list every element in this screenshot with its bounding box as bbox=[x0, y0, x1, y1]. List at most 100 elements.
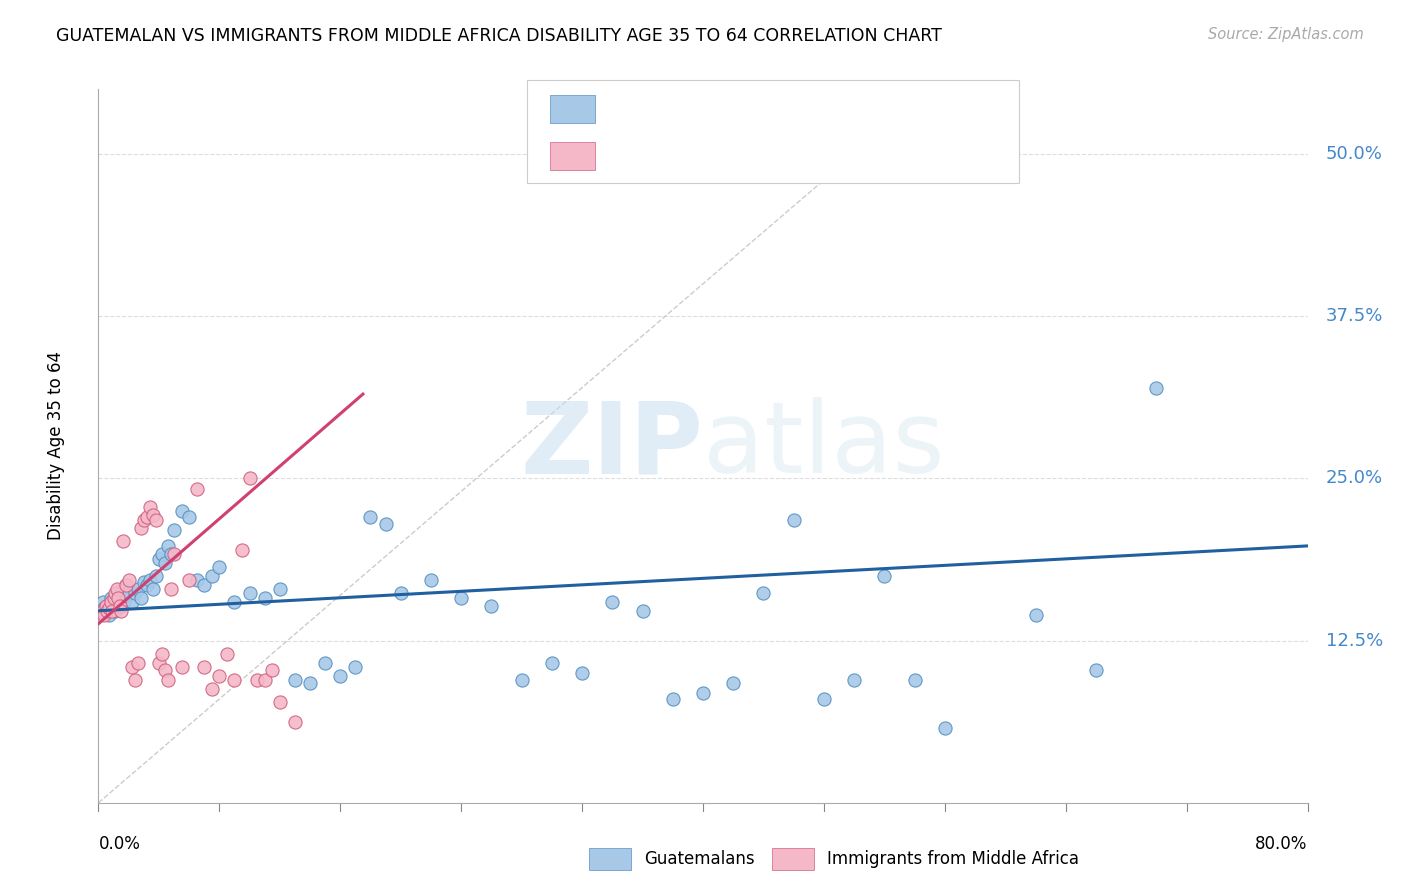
Point bbox=[904, 673, 927, 687]
Point bbox=[139, 573, 162, 587]
Point bbox=[163, 547, 186, 561]
Point bbox=[121, 595, 143, 609]
Text: Guatemalans: Guatemalans bbox=[644, 850, 755, 868]
Point bbox=[100, 591, 122, 605]
Point bbox=[284, 673, 307, 687]
Point bbox=[118, 573, 141, 587]
Text: GUATEMALAN VS IMMIGRANTS FROM MIDDLE AFRICA DISABILITY AGE 35 TO 64 CORRELATION : GUATEMALAN VS IMMIGRANTS FROM MIDDLE AFR… bbox=[56, 27, 942, 45]
Text: 50.0%: 50.0% bbox=[1326, 145, 1382, 163]
Point bbox=[163, 524, 186, 538]
Point bbox=[111, 582, 134, 596]
Text: 37.5%: 37.5% bbox=[1326, 307, 1384, 326]
Point bbox=[94, 599, 117, 613]
Point bbox=[1085, 664, 1108, 678]
Point bbox=[101, 601, 124, 615]
Point bbox=[177, 510, 201, 524]
Point bbox=[105, 582, 128, 596]
Text: ZIP: ZIP bbox=[520, 398, 703, 494]
Point bbox=[153, 556, 176, 570]
Point bbox=[110, 604, 132, 618]
Point bbox=[571, 666, 593, 681]
Point bbox=[661, 692, 683, 706]
Point bbox=[170, 504, 193, 518]
Point bbox=[114, 578, 136, 592]
Point bbox=[389, 585, 412, 599]
Point bbox=[844, 673, 866, 687]
Point bbox=[110, 599, 132, 613]
Point bbox=[1144, 381, 1167, 395]
Point bbox=[224, 673, 246, 687]
Point bbox=[100, 595, 122, 609]
Point bbox=[510, 673, 533, 687]
Text: Immigrants from Middle Africa: Immigrants from Middle Africa bbox=[827, 850, 1078, 868]
Text: 0.166: 0.166 bbox=[664, 100, 720, 118]
Point bbox=[284, 715, 307, 730]
Point bbox=[201, 681, 224, 696]
Point bbox=[253, 591, 276, 605]
Text: 46: 46 bbox=[800, 147, 825, 165]
Point bbox=[104, 604, 127, 618]
Text: N =: N = bbox=[737, 147, 789, 165]
Point bbox=[124, 673, 146, 687]
Point bbox=[201, 568, 224, 582]
Text: Disability Age 35 to 64: Disability Age 35 to 64 bbox=[46, 351, 65, 541]
Point bbox=[215, 647, 238, 661]
Point bbox=[118, 585, 141, 599]
Point bbox=[145, 568, 167, 582]
Point bbox=[148, 656, 170, 670]
Point bbox=[132, 575, 155, 590]
Point bbox=[142, 582, 165, 596]
Point bbox=[239, 471, 262, 485]
Point bbox=[450, 591, 472, 605]
Point bbox=[177, 573, 201, 587]
Point bbox=[150, 647, 173, 661]
Point bbox=[129, 591, 152, 605]
Text: 80.0%: 80.0% bbox=[1256, 835, 1308, 854]
Point bbox=[91, 595, 114, 609]
Point bbox=[224, 595, 246, 609]
Point bbox=[94, 604, 117, 618]
Point bbox=[103, 595, 125, 609]
Point bbox=[419, 573, 441, 587]
Point bbox=[721, 676, 744, 690]
Point bbox=[231, 542, 253, 557]
Point bbox=[108, 595, 131, 609]
Text: N =: N = bbox=[737, 100, 789, 118]
Point bbox=[142, 508, 165, 522]
Point bbox=[540, 656, 562, 670]
Point bbox=[93, 601, 115, 615]
Point bbox=[115, 588, 138, 602]
Point bbox=[104, 585, 127, 599]
Point bbox=[96, 604, 118, 618]
Point bbox=[246, 673, 269, 687]
Point bbox=[93, 607, 115, 622]
Point bbox=[269, 695, 291, 709]
Text: R =: R = bbox=[610, 100, 650, 118]
Point bbox=[481, 599, 503, 613]
Point bbox=[193, 578, 215, 592]
Point bbox=[156, 539, 179, 553]
Text: 25.0%: 25.0% bbox=[1326, 469, 1384, 487]
Point bbox=[782, 513, 804, 527]
Point bbox=[108, 599, 131, 613]
Point bbox=[160, 547, 183, 561]
Point bbox=[96, 599, 118, 613]
Point bbox=[186, 482, 208, 496]
Point bbox=[253, 673, 276, 687]
Point bbox=[239, 585, 262, 599]
Point bbox=[127, 582, 149, 596]
Text: 0.540: 0.540 bbox=[664, 147, 720, 165]
Point bbox=[150, 547, 173, 561]
Point bbox=[374, 516, 396, 531]
Point bbox=[114, 578, 136, 592]
Point bbox=[132, 513, 155, 527]
Point bbox=[692, 685, 714, 699]
Point bbox=[160, 582, 183, 596]
Point bbox=[360, 510, 382, 524]
Point bbox=[170, 659, 193, 673]
Text: 0.0%: 0.0% bbox=[98, 835, 141, 854]
Point bbox=[121, 659, 143, 673]
Point bbox=[314, 656, 336, 670]
Point bbox=[344, 659, 367, 673]
Text: 72: 72 bbox=[800, 100, 825, 118]
